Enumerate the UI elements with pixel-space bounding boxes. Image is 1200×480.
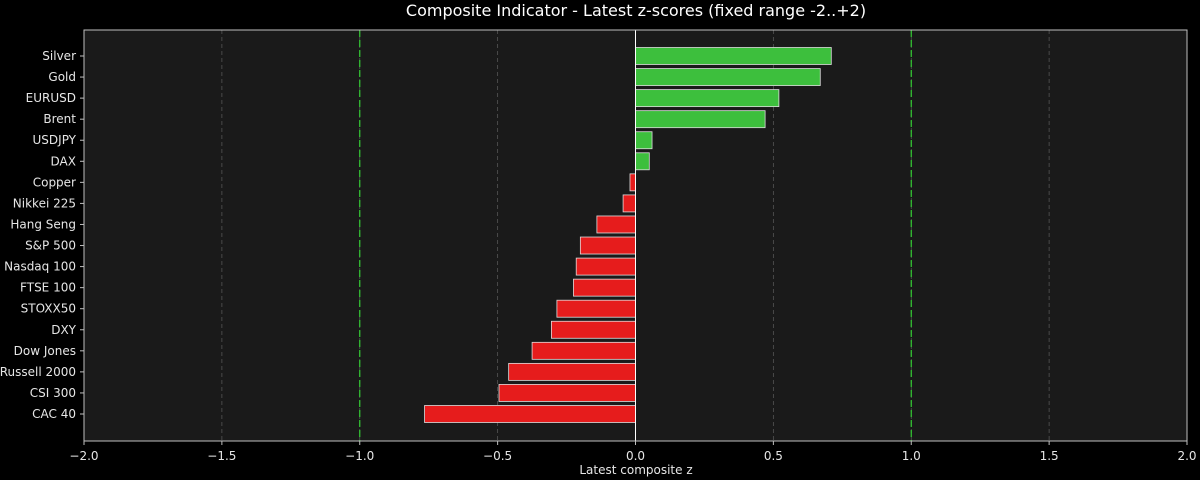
- x-tick-label: −0.5: [483, 449, 512, 463]
- bar: [508, 362, 636, 381]
- y-tick-label: Hang Seng: [10, 217, 76, 231]
- y-axis-ticks: Silver Gold EURUSD Brent USDJPY DAX Copper Nikk…: [0, 49, 84, 421]
- y-tick-label: Copper: [33, 175, 76, 189]
- x-tick-label: 2.0: [1177, 449, 1196, 463]
- y-tick-label: Silver: [42, 49, 76, 63]
- y-tick-label: Nikkei 225: [13, 196, 76, 210]
- bar: [531, 341, 636, 360]
- x-tick-label: −1.0: [345, 449, 374, 463]
- bar: [498, 384, 636, 402]
- y-tick-label: STOXX50: [21, 302, 76, 316]
- x-tick-label: −1.5: [207, 449, 236, 463]
- y-tick-label: CSI 300: [30, 386, 76, 400]
- bar: [573, 278, 636, 297]
- bar: [556, 299, 636, 318]
- y-tick-label: DXY: [51, 323, 76, 337]
- y-tick-label: CAC 40: [32, 407, 76, 421]
- x-tick-label: −2.0: [69, 449, 98, 463]
- y-tick-label: FTSE 100: [20, 281, 76, 295]
- bar: [635, 68, 821, 86]
- y-tick-label: S&P 500: [25, 239, 76, 253]
- bar: [635, 110, 766, 129]
- bar: [622, 194, 636, 213]
- y-tick-label: Gold: [48, 70, 76, 84]
- y-tick-label: Nasdaq 100: [4, 260, 76, 274]
- bar: [596, 215, 636, 234]
- x-tick-label: 1.0: [902, 449, 921, 463]
- y-tick-label: Brent: [43, 112, 76, 126]
- bar: [635, 152, 650, 171]
- bar: [635, 89, 780, 108]
- bar: [579, 236, 636, 255]
- y-tick-label: Dow Jones: [14, 344, 76, 358]
- bar: [575, 257, 636, 276]
- bar: [424, 405, 636, 423]
- x-axis-ticks: −2.0 −1.5 −1.0 −0.5 0.0 0.5 1.0 1.5 2.0: [69, 441, 1197, 463]
- x-axis-label: Latest composite z: [579, 463, 692, 477]
- bar: [635, 131, 653, 150]
- reference-lines: [359, 30, 912, 441]
- x-tick-label: 1.5: [1040, 449, 1059, 463]
- y-tick-label: USDJPY: [33, 133, 77, 147]
- x-tick-label: 0.0: [626, 449, 645, 463]
- x-tick-label: 0.5: [764, 449, 783, 463]
- chart-title: Composite Indicator - Latest z-scores (f…: [406, 1, 866, 20]
- bar: [629, 173, 636, 192]
- y-tick-label: DAX: [51, 154, 76, 168]
- y-tick-label: EURUSD: [26, 91, 76, 105]
- y-tick-label: Russell 2000: [0, 365, 76, 379]
- bar: [635, 47, 832, 65]
- bar: [550, 320, 636, 339]
